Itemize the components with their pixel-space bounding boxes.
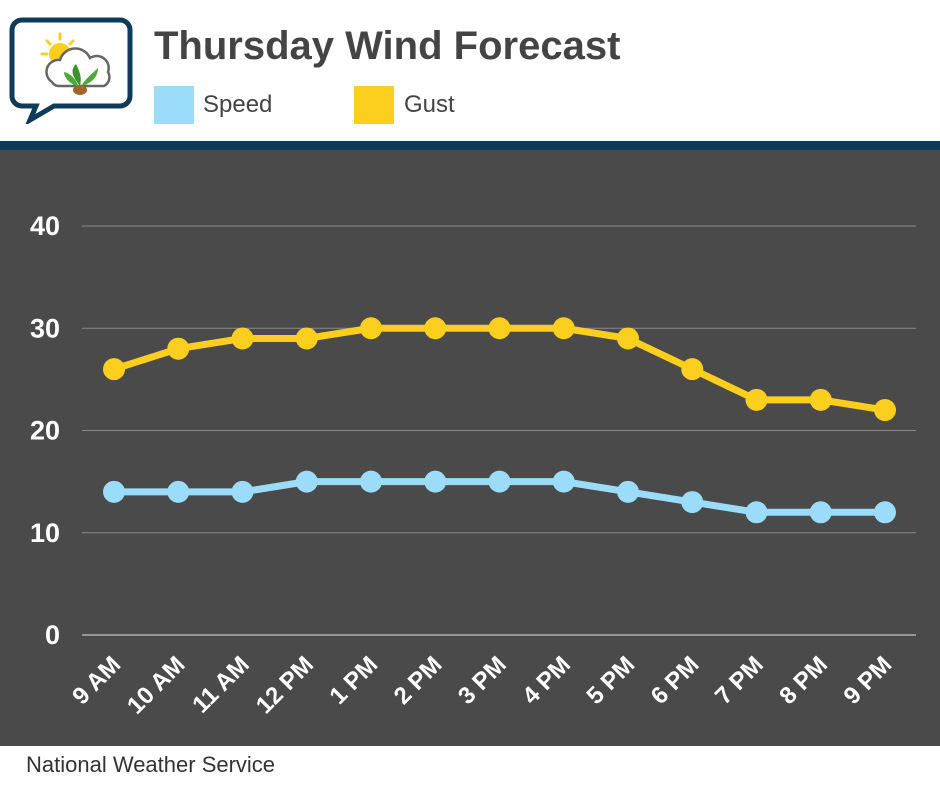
data-point-gust-0 <box>103 358 125 381</box>
x-tick-label: 8 PM <box>774 651 833 710</box>
plot-area <box>0 150 940 746</box>
legend-swatch-speed <box>154 86 194 124</box>
data-point-speed-8 <box>617 480 639 503</box>
y-tick-label: 30 <box>30 313 60 343</box>
data-point-gust-7 <box>552 317 575 340</box>
x-tick-label: 2 PM <box>389 651 448 710</box>
x-tick-label: 11 AM <box>187 651 255 719</box>
data-point-speed-10 <box>745 501 768 524</box>
x-tick-label: 4 PM <box>517 651 576 710</box>
data-point-gust-4 <box>360 317 382 340</box>
x-tick-label: 5 PM <box>582 651 641 710</box>
data-point-gust-5 <box>424 317 447 340</box>
source-credit: National Weather Service <box>26 752 276 777</box>
legend-label-speed: Speed <box>203 91 273 118</box>
x-tick-label: 3 PM <box>453 651 512 710</box>
x-tick-label: 9 PM <box>839 651 898 710</box>
x-tick-label: 6 PM <box>646 651 705 710</box>
data-point-speed-11 <box>809 501 832 524</box>
x-tick-label: 9 AM <box>67 651 126 710</box>
weather-logo-icon <box>9 17 133 124</box>
data-point-gust-6 <box>488 317 511 340</box>
chart-title: Thursday Wind Forecast <box>154 24 621 68</box>
legend-label-gust: Gust <box>404 91 455 118</box>
header: Thursday Wind Forecast Speed Gust <box>0 0 940 142</box>
data-point-gust-8 <box>617 327 639 350</box>
data-point-gust-11 <box>809 388 832 411</box>
x-tick-label: 7 PM <box>710 651 769 710</box>
data-point-speed-1 <box>167 480 190 503</box>
y-tick-label: 10 <box>30 518 60 548</box>
data-point-speed-7 <box>552 470 575 493</box>
y-tick-label: 0 <box>45 620 60 650</box>
data-point-speed-4 <box>360 470 382 493</box>
header-divider <box>0 141 940 150</box>
data-point-gust-2 <box>231 327 254 350</box>
y-tick-label: 40 <box>30 211 60 241</box>
x-tick-label: 12 PM <box>251 651 319 719</box>
data-point-gust-1 <box>167 337 190 360</box>
data-point-gust-3 <box>295 327 318 350</box>
data-point-gust-12 <box>874 399 896 422</box>
x-tick-label: 10 AM <box>122 651 190 719</box>
data-point-speed-6 <box>488 470 511 493</box>
data-point-speed-3 <box>295 470 318 493</box>
series-line-gust <box>110 324 889 414</box>
legend-swatch-gust <box>354 86 394 124</box>
y-tick-label: 20 <box>30 416 60 446</box>
data-point-speed-0 <box>103 480 125 503</box>
data-point-speed-2 <box>231 480 254 503</box>
x-tick-label: 1 PM <box>325 651 384 710</box>
data-point-gust-10 <box>745 388 768 411</box>
data-point-speed-12 <box>874 501 896 524</box>
data-point-gust-9 <box>681 358 704 381</box>
data-point-speed-5 <box>424 470 447 493</box>
data-point-speed-9 <box>681 491 704 514</box>
